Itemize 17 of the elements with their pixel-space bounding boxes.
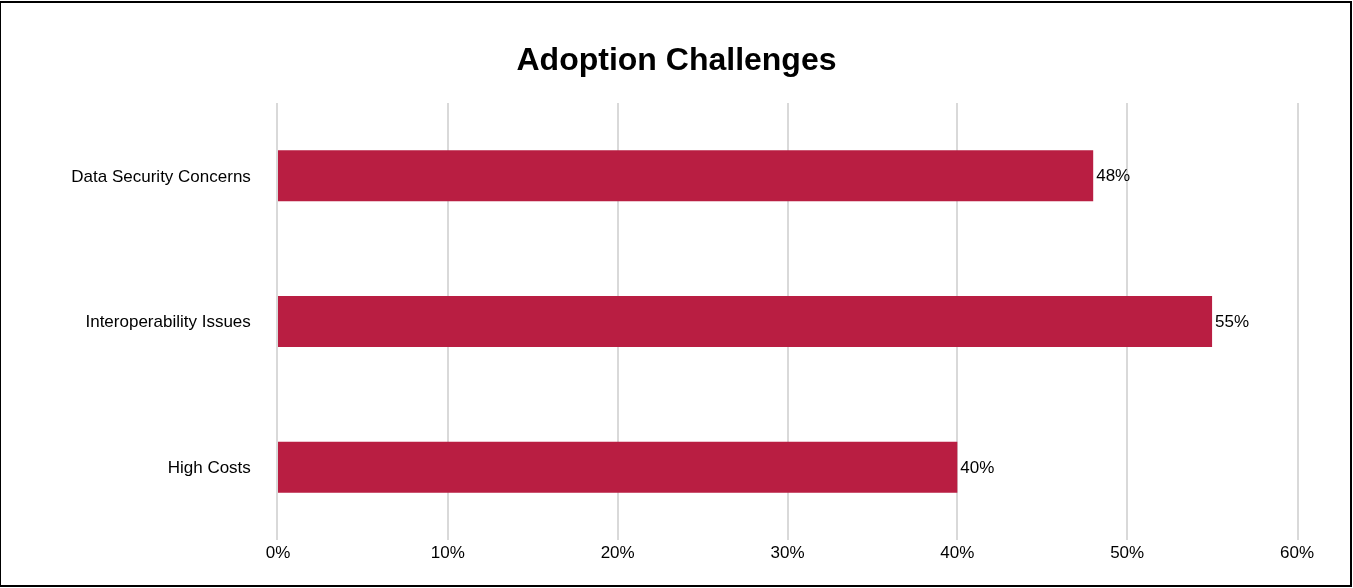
x-tick-label: 0% [265,543,291,562]
y-tick-label: High Costs [167,458,251,478]
chart-title: Adoption Challenges [516,41,837,77]
bar [278,150,1094,202]
bar [278,296,1213,347]
x-tick-label: 10% [430,543,465,562]
y-tick-label: Interoperability Issues [85,312,251,332]
x-tick-label: 30% [770,543,805,562]
x-tick-label: 60% [1279,543,1315,562]
y-tick-label: Data Security Concerns [71,166,251,186]
data-label: 48% [1096,166,1131,186]
x-tick-label: 20% [600,543,635,562]
bar [278,441,958,493]
x-tick-label: 50% [1110,543,1145,562]
data-label: 55% [1215,312,1250,331]
x-tick-label: 40% [940,543,975,562]
data-label: 40% [960,457,995,477]
